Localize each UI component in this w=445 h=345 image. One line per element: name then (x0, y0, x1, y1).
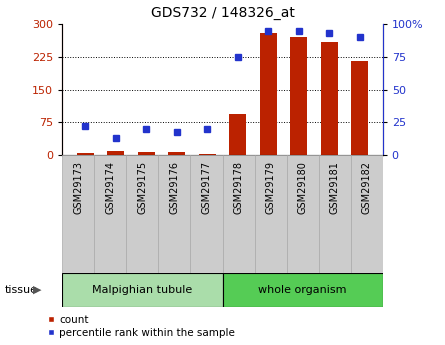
Bar (287, 155, 319, 273)
Bar (138, 152, 155, 155)
Text: GSM29176: GSM29176 (170, 161, 179, 214)
Bar (190, 155, 222, 273)
Text: GSM29174: GSM29174 (105, 161, 115, 214)
Text: GSM29180: GSM29180 (298, 161, 307, 214)
Bar (158, 155, 190, 273)
Bar (229, 114, 246, 155)
Bar (62, 273, 222, 307)
Bar (222, 155, 255, 273)
Text: tissue: tissue (4, 285, 37, 295)
Text: GSM29182: GSM29182 (362, 161, 372, 214)
Bar (62, 155, 94, 273)
Text: GSM29173: GSM29173 (73, 161, 83, 214)
Bar (126, 155, 158, 273)
Bar (168, 152, 185, 155)
Bar (222, 273, 383, 307)
Text: whole organism: whole organism (259, 285, 347, 295)
Text: Malpighian tubule: Malpighian tubule (92, 285, 193, 295)
Text: GSM29177: GSM29177 (202, 161, 211, 214)
Bar (260, 33, 277, 155)
Bar (352, 61, 368, 155)
Text: GSM29179: GSM29179 (266, 161, 275, 214)
Legend: count, percentile rank within the sample: count, percentile rank within the sample (48, 315, 235, 338)
Bar (290, 37, 307, 155)
Text: ▶: ▶ (33, 285, 42, 295)
Text: GSM29175: GSM29175 (138, 161, 147, 214)
Bar (94, 155, 126, 273)
Bar (107, 151, 124, 155)
Bar (199, 154, 216, 155)
Bar (319, 155, 351, 273)
Text: GSM29181: GSM29181 (330, 161, 340, 214)
Text: GSM29178: GSM29178 (234, 161, 243, 214)
Bar (255, 155, 287, 273)
Bar (321, 42, 338, 155)
Bar (351, 155, 383, 273)
Title: GDS732 / 148326_at: GDS732 / 148326_at (150, 6, 295, 20)
Bar (77, 153, 93, 155)
